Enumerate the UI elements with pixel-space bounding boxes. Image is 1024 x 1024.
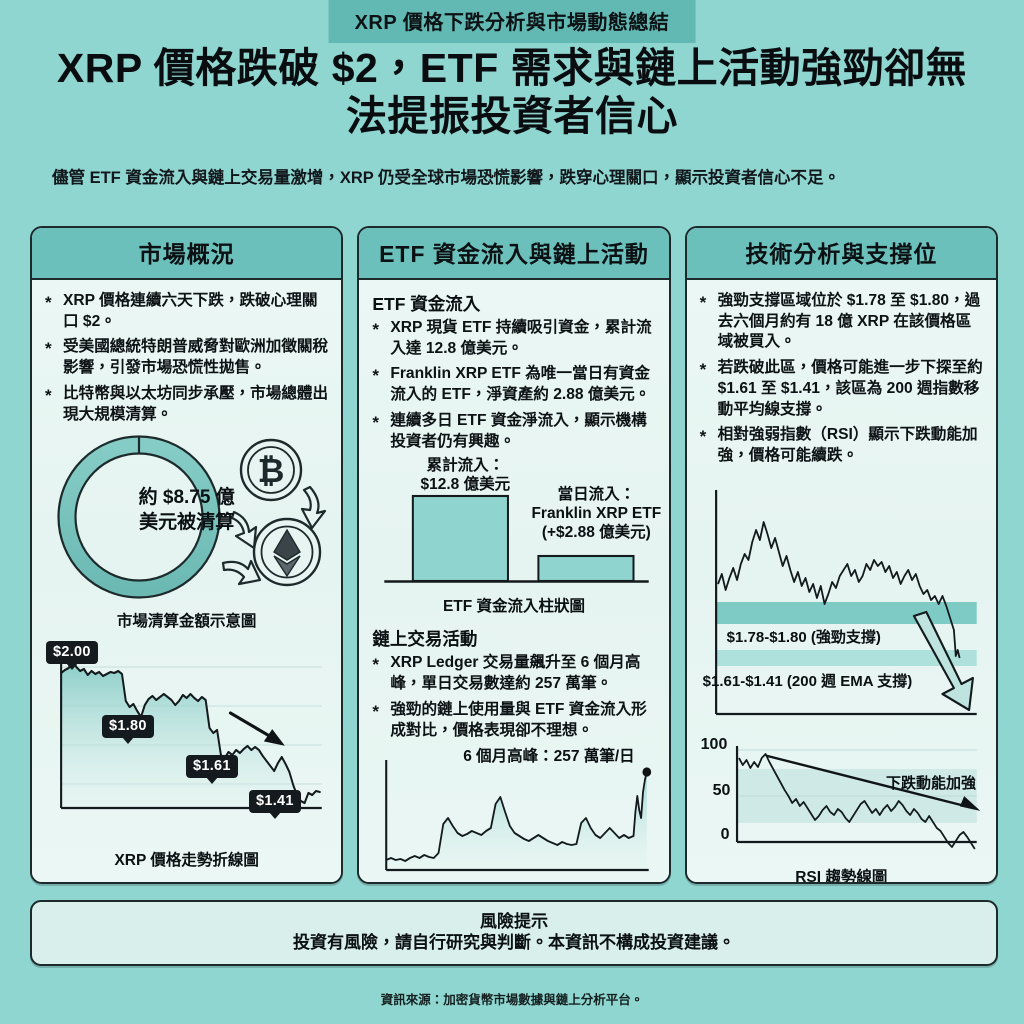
list-item: 相對強弱指數（RSI）顯示下跌動能加強，價格可能續跌。 [699, 425, 984, 466]
columns-container: 市場概況 XRP 價格連續六天下跌，跌破心理關口 $2。 受美國總統特朗普威脅對… [30, 226, 998, 884]
list-item: 比特幣與以太坊同步承壓，市場總體出現大規模清算。 [44, 384, 329, 425]
liquidation-donut-svg: ₿ [57, 435, 326, 600]
list-item: Franklin XRP ETF 為唯一當日有資金流入的 ETF，淨資產約 2.… [371, 364, 656, 405]
bar-label-cumulative-line1: 累計流入： [426, 457, 505, 475]
eyebrow-banner: XRP 價格下跌分析與市場動態總結 [328, 0, 696, 43]
bullet-list-onchain: XRP Ledger 交易量飆升至 6 個月高峰，單日交易數達約 257 萬筆。… [371, 653, 656, 746]
panel-body-etf-onchain: ETF 資金流入 XRP 現貨 ETF 持續吸引資金，累計流入達 12.8 億美… [359, 280, 669, 882]
support-band-strong-label: $1.78-$1.80 (強勁支撐) [726, 628, 881, 646]
list-item: 受美國總統特朗普威脅對歐洲加徵關稅影響，引發市場恐慌性拋售。 [44, 337, 329, 378]
rsi-chart: 100 50 0 下跌動能加強 [699, 734, 984, 862]
price-tag-180: $1.80 [102, 715, 154, 739]
liquidation-illustration: ₿ [44, 434, 329, 606]
xrp-price-chart-caption: XRP 價格走勢折線圖 [114, 852, 259, 870]
rsi-annotation: 下跌動能加強 [885, 774, 976, 792]
price-tag-200: $2.00 [46, 641, 98, 665]
risk-notice: 風險提示 投資有風險，請自行研究與判斷。本資訊不構成投資建議。 [30, 900, 998, 966]
downtrend-arrow-icon [228, 711, 285, 747]
panel-technical: 技術分析與支撐位 強勁支撐區域位於 $1.78 至 $1.80，過去六個月約有 … [684, 226, 998, 884]
bar-label-daily: 當日流入： Franklin XRP ETF (+$2.88 億美元) [521, 486, 668, 543]
rsi-trend-arrow-icon [765, 754, 980, 811]
bar-label-daily-line1: 當日流入： [557, 486, 636, 504]
support-band-ema-label: $1.61-$1.41 (200 週 EMA 支撐) [702, 672, 913, 690]
xrpl-volume-chart: 6 個月高峰：257 萬筆/日 [371, 748, 656, 882]
xrp-price-chart: $2.00 $1.80 $1.61 $1.41 [44, 641, 329, 845]
section-title-etf-inflow: ETF 資金流入 [372, 294, 481, 314]
etf-inflow-bar-chart: 累計流入： $12.8 億美元 當日流入： Franklin XRP ETF (… [371, 457, 661, 591]
list-item: 強勁支撐區域位於 $1.78 至 $1.80，過去六個月約有 18 億 XRP … [699, 291, 984, 353]
bullet-list-etf-inflow: XRP 現貨 ETF 持續吸引資金，累計流入達 12.8 億美元。 Frankl… [371, 318, 656, 457]
list-item: XRP Ledger 交易量飆升至 6 個月高峰，單日交易數達約 257 萬筆。 [371, 653, 656, 694]
volume-peak-label: 6 個月高峰：257 萬筆/日 [463, 748, 635, 766]
etf-inflow-bar-chart-caption: ETF 資金流入柱狀圖 [442, 598, 586, 616]
risk-notice-title: 風險提示 [480, 911, 548, 931]
panel-body-market-overview: XRP 價格連續六天下跌，跌破心理關口 $2。 受美國總統特朗普威脅對歐洲加徵關… [32, 280, 342, 882]
list-item: 強勁的鏈上使用量與 ETF 資金流入形成對比，價格表現卻不理想。 [371, 700, 656, 741]
support-zone-chart-svg [714, 489, 977, 716]
panel-body-technical: 強勁支撐區域位於 $1.78 至 $1.80，過去六個月約有 18 億 XRP … [686, 280, 996, 884]
breakdown-arrow-icon [912, 610, 974, 711]
bar-label-cumulative-line2: $12.8 億美元 [420, 476, 511, 494]
page-subtitle: 儘管 ETF 資金流入與鏈上交易量激增，XRP 仍受全球市場恐慌影響，跌穿心理關… [52, 169, 841, 187]
panel-market-overview: 市場概況 XRP 價格連續六天下跌，跌破心理關口 $2。 受美國總統特朗普威脅對… [30, 226, 344, 884]
support-zone-chart: $1.78-$1.80 (強勁支撐) $1.61-$1.41 (200 週 EM… [699, 478, 984, 726]
source-line: 資訊來源：加密貨幣市場數據與鏈上分析平台。 [380, 993, 644, 1007]
price-tag-141: $1.41 [249, 790, 301, 814]
panel-etf-onchain: ETF 資金流入與鏈上活動 ETF 資金流入 XRP 現貨 ETF 持續吸引資金… [357, 226, 671, 884]
bar-label-daily-line2: Franklin XRP ETF [531, 505, 662, 523]
bullet-list-technical: 強勁支撐區域位於 $1.78 至 $1.80，過去六個月約有 18 億 XRP … [699, 291, 984, 472]
panel-title-etf-onchain: ETF 資金流入與鏈上活動 [359, 228, 669, 280]
rsi-chart-caption: RSI 趨勢線圖 [795, 868, 888, 884]
panel-title-market-overview: 市場概況 [32, 228, 342, 280]
rsi-ytick-100: 100 [700, 735, 728, 753]
etf-inflow-bar-chart-svg [384, 495, 650, 584]
list-item: XRP 現貨 ETF 持續吸引資金，累計流入達 12.8 億美元。 [371, 318, 656, 359]
support-band-strong [715, 601, 977, 624]
section-title-onchain: 鏈上交易活動 [372, 629, 478, 650]
bitcoin-icon: ₿ [257, 452, 284, 489]
page-title: XRP 價格跌破 $2，ETF 需求與鏈上活動強勁卻無法提振投資者信心 [56, 45, 968, 140]
bullet-list-market-overview: XRP 價格連續六天下跌，跌破心理關口 $2。 受美國總統特朗普威脅對歐洲加徵關… [44, 291, 329, 430]
liquidation-caption: 市場清算金額示意圖 [116, 613, 257, 631]
rsi-chart-svg [735, 745, 980, 850]
xrpl-volume-chart-svg [385, 760, 652, 872]
ethereum-icon [272, 529, 301, 578]
risk-notice-text: 投資有風險，請自行研究與判斷。本資訊不構成投資建議。 [293, 933, 735, 953]
list-item: XRP 價格連續六天下跌，跌破心理關口 $2。 [44, 291, 329, 332]
list-item: 連續多日 ETF 資金淨流入，顯示機構投資者仍有興趣。 [371, 411, 656, 452]
bar-label-daily-line3: (+$2.88 億美元) [541, 524, 651, 542]
rsi-ytick-50: 50 [712, 781, 731, 799]
bar-label-cumulative: 累計流入： $12.8 億美元 [405, 457, 525, 495]
panel-title-technical: 技術分析與支撐位 [686, 228, 996, 280]
rsi-ytick-0: 0 [720, 825, 730, 843]
price-tag-161: $1.61 [186, 755, 238, 779]
support-band-ema [715, 649, 977, 666]
list-item: 若跌破此區，價格可能進一步下探至約 $1.61 至 $1.41，該區為 200 … [699, 358, 984, 420]
